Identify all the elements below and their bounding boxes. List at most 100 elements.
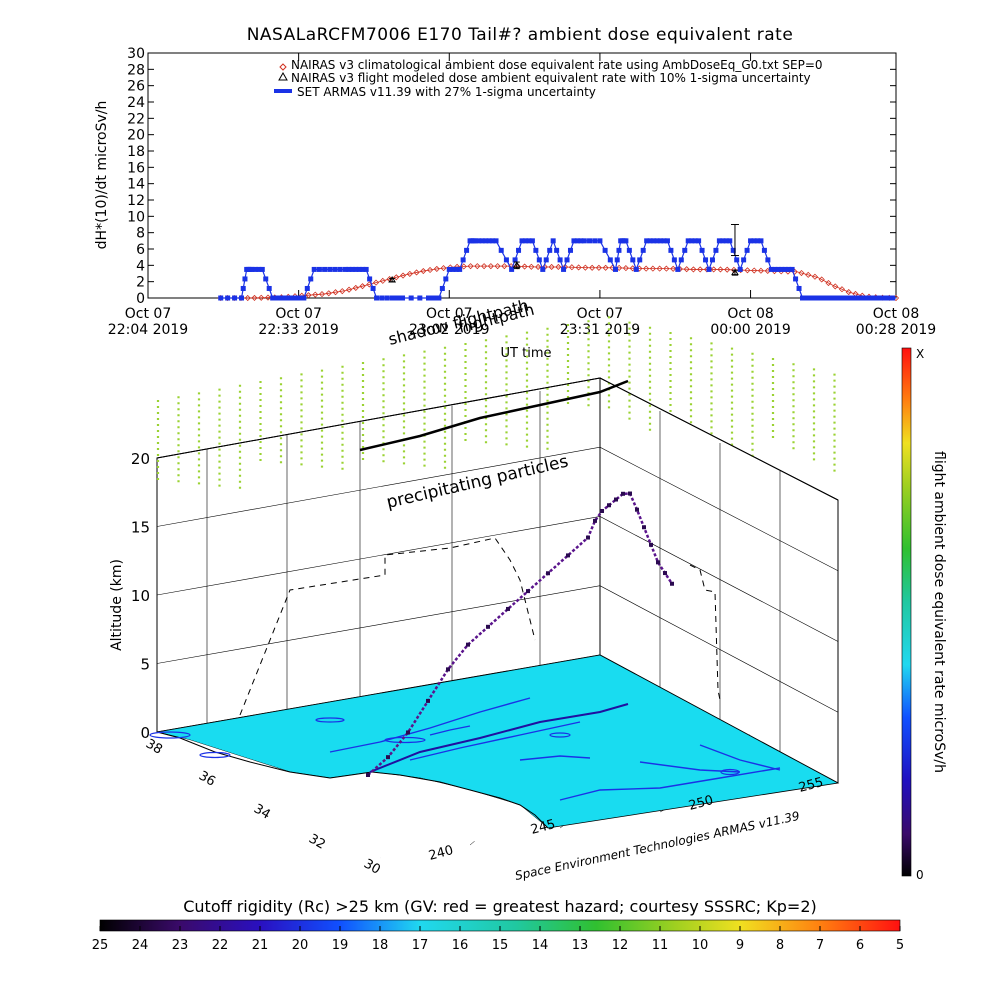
armas-marker <box>800 295 805 301</box>
map-contour <box>519 755 591 761</box>
armas-marker <box>626 247 632 253</box>
armas-marker <box>503 257 509 263</box>
armas-marker <box>557 257 563 263</box>
nairas-clim-marker <box>838 286 846 293</box>
armas-marker <box>408 295 414 301</box>
armas-marker <box>554 247 560 253</box>
nairas-clim-marker <box>379 277 386 284</box>
armas-marker <box>396 295 402 301</box>
flightpath-marker <box>600 509 604 513</box>
nairas-clim-marker <box>805 271 812 278</box>
armas-marker <box>838 295 844 301</box>
armas-marker <box>457 266 463 272</box>
dose-series-group <box>217 224 900 302</box>
nairas-clim-marker <box>433 265 440 272</box>
altitude-tick-label: 5 <box>140 656 150 674</box>
nairas-clim-marker <box>595 264 602 271</box>
shadow-dashed-profile-right <box>689 564 721 701</box>
lat-lon-axes: 38 36 34 32 30 240 245 250 255 <box>143 736 825 877</box>
dose-colorbar-bottom-label: 0 <box>916 868 924 882</box>
armas-marker <box>886 295 892 301</box>
flightpath-marker <box>649 542 653 547</box>
armas-marker <box>793 276 799 282</box>
armas-marker <box>360 266 366 272</box>
armas-marker <box>574 238 580 244</box>
nairas-clim-marker <box>426 266 434 274</box>
back-wall-top-edge <box>156 377 839 501</box>
armas-marker <box>761 247 767 253</box>
armas-marker <box>353 266 359 272</box>
armas-marker <box>754 238 760 244</box>
nairas-clim-marker <box>312 291 319 298</box>
armas-marker <box>630 257 636 263</box>
x-tick-label-time: 23:02 2019 <box>409 322 489 338</box>
armas-marker <box>692 238 698 244</box>
nairas-clim-marker <box>244 294 251 302</box>
armas-marker <box>730 247 736 253</box>
armas-marker <box>263 276 269 282</box>
armas-marker <box>287 295 293 301</box>
y-tick-label: 0 <box>136 291 145 307</box>
nairas-clim-marker <box>332 289 339 296</box>
latitude-tick-label: 36 <box>196 768 218 789</box>
nairas-clim-marker <box>393 274 400 281</box>
nairas-clim-marker <box>717 266 724 273</box>
armas-marker <box>567 247 573 253</box>
armas-marker <box>862 295 868 301</box>
armas-marker <box>872 295 878 301</box>
armas-marker <box>744 247 750 253</box>
armas-marker <box>242 276 248 282</box>
rigidity-tick-label: 19 <box>332 938 349 953</box>
flightpath-marker <box>526 589 530 594</box>
armas-marker <box>249 266 255 272</box>
armas-marker <box>443 276 449 282</box>
x-tick-label-date: Oct 07 <box>577 306 623 322</box>
dose-plot-frame <box>147 52 897 299</box>
armas-marker <box>284 295 290 301</box>
nairas-clim-marker <box>845 288 852 296</box>
nairas-clim-marker <box>724 266 731 273</box>
map-contour <box>409 721 581 761</box>
armas-marker <box>342 266 348 272</box>
armas-marker <box>720 238 726 244</box>
flightpath-marker <box>642 525 646 530</box>
flightpath-marker <box>546 571 550 576</box>
nairas-clim-marker <box>318 291 326 298</box>
armas-marker <box>703 257 709 263</box>
map-blob <box>549 732 571 738</box>
armas-marker <box>723 238 729 244</box>
armas-marker <box>564 257 570 263</box>
armas-marker <box>633 266 639 272</box>
nairas-clim-marker <box>683 266 690 273</box>
armas-marker <box>389 295 395 301</box>
armas-marker <box>845 295 851 301</box>
flightpath-marker <box>607 503 611 508</box>
map-blob <box>199 751 231 759</box>
flightpath-marker <box>586 535 590 540</box>
nairas-clim-marker <box>487 263 494 270</box>
nairas-clim-marker <box>589 264 596 271</box>
coastline <box>156 731 549 829</box>
armas-marker <box>855 295 861 301</box>
latitude-tick-label: 32 <box>306 831 328 852</box>
armas-marker <box>640 247 646 253</box>
armas-marker <box>543 257 549 263</box>
armas-marker <box>363 266 369 272</box>
armas-marker <box>827 295 833 301</box>
x-tick-label-date: Oct 08 <box>727 306 773 322</box>
armas-marker <box>661 238 667 244</box>
rigidity-tick-label: 25 <box>92 938 109 953</box>
x-tick-label-date: Oct 07 <box>125 306 171 322</box>
nairas-clim-marker <box>440 265 447 272</box>
map-contour <box>429 725 471 736</box>
armas-marker <box>748 238 754 244</box>
armas-marker <box>789 266 795 272</box>
nairas-clim-marker <box>602 264 609 271</box>
armas-marker <box>540 266 546 272</box>
legend-marker-nairas-flight <box>278 71 288 81</box>
armas-marker <box>349 266 355 272</box>
nairas-clim-marker <box>406 270 413 277</box>
armas-marker <box>270 295 276 301</box>
annotation-precipitating-particles: precipitating particles <box>385 452 571 513</box>
